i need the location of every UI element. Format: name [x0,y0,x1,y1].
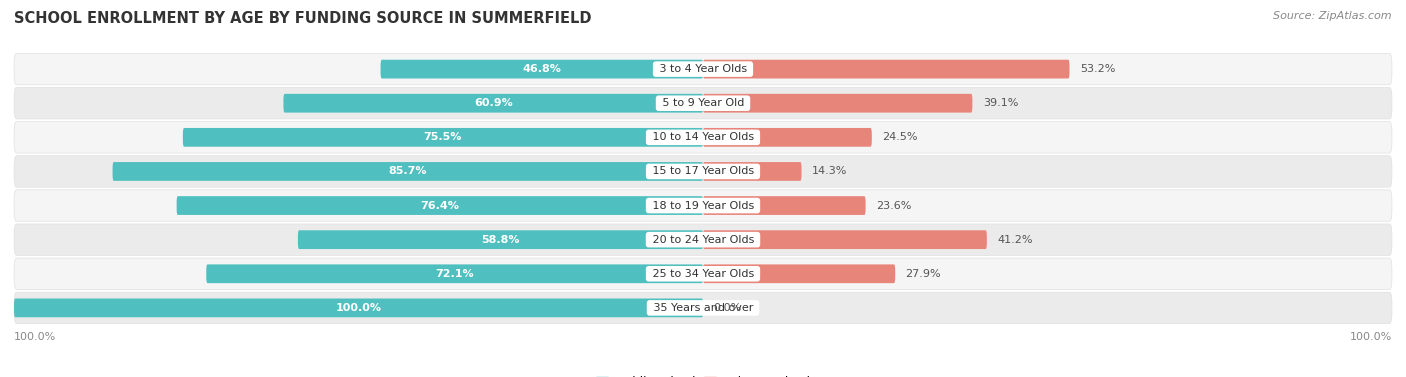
FancyBboxPatch shape [177,196,703,215]
Text: 53.2%: 53.2% [1080,64,1115,74]
FancyBboxPatch shape [14,122,1392,153]
Text: 5 to 9 Year Old: 5 to 9 Year Old [658,98,748,108]
FancyBboxPatch shape [14,292,1392,323]
FancyBboxPatch shape [14,299,703,317]
Text: 100.0%: 100.0% [14,332,56,342]
Text: 24.5%: 24.5% [882,132,918,143]
Text: 3 to 4 Year Olds: 3 to 4 Year Olds [655,64,751,74]
FancyBboxPatch shape [112,162,703,181]
Text: 39.1%: 39.1% [983,98,1018,108]
Text: 76.4%: 76.4% [420,201,460,211]
FancyBboxPatch shape [381,60,703,78]
Text: 46.8%: 46.8% [523,64,561,74]
FancyBboxPatch shape [14,87,1392,119]
Legend: Public School, Private School: Public School, Private School [596,376,810,377]
Text: 100.0%: 100.0% [1350,332,1392,342]
Text: 18 to 19 Year Olds: 18 to 19 Year Olds [648,201,758,211]
FancyBboxPatch shape [14,190,1392,221]
FancyBboxPatch shape [14,156,1392,187]
FancyBboxPatch shape [703,94,973,113]
FancyBboxPatch shape [703,128,872,147]
Text: 0.0%: 0.0% [713,303,741,313]
FancyBboxPatch shape [207,264,703,283]
FancyBboxPatch shape [284,94,703,113]
Text: 10 to 14 Year Olds: 10 to 14 Year Olds [648,132,758,143]
FancyBboxPatch shape [298,230,703,249]
FancyBboxPatch shape [703,162,801,181]
Text: 85.7%: 85.7% [388,166,427,176]
Text: 14.3%: 14.3% [811,166,848,176]
Text: 25 to 34 Year Olds: 25 to 34 Year Olds [648,269,758,279]
Text: 35 Years and over: 35 Years and over [650,303,756,313]
Text: 58.8%: 58.8% [481,234,520,245]
Text: 60.9%: 60.9% [474,98,513,108]
Text: 20 to 24 Year Olds: 20 to 24 Year Olds [648,234,758,245]
Text: 27.9%: 27.9% [905,269,941,279]
FancyBboxPatch shape [703,60,1070,78]
FancyBboxPatch shape [703,196,866,215]
FancyBboxPatch shape [14,224,1392,255]
FancyBboxPatch shape [183,128,703,147]
Text: 100.0%: 100.0% [336,303,381,313]
FancyBboxPatch shape [14,258,1392,290]
FancyBboxPatch shape [703,264,896,283]
Text: 75.5%: 75.5% [423,132,463,143]
Text: 23.6%: 23.6% [876,201,911,211]
Text: SCHOOL ENROLLMENT BY AGE BY FUNDING SOURCE IN SUMMERFIELD: SCHOOL ENROLLMENT BY AGE BY FUNDING SOUR… [14,11,592,26]
Text: Source: ZipAtlas.com: Source: ZipAtlas.com [1274,11,1392,21]
Text: 15 to 17 Year Olds: 15 to 17 Year Olds [648,166,758,176]
FancyBboxPatch shape [14,54,1392,85]
FancyBboxPatch shape [703,230,987,249]
Text: 41.2%: 41.2% [997,234,1032,245]
Text: 72.1%: 72.1% [436,269,474,279]
